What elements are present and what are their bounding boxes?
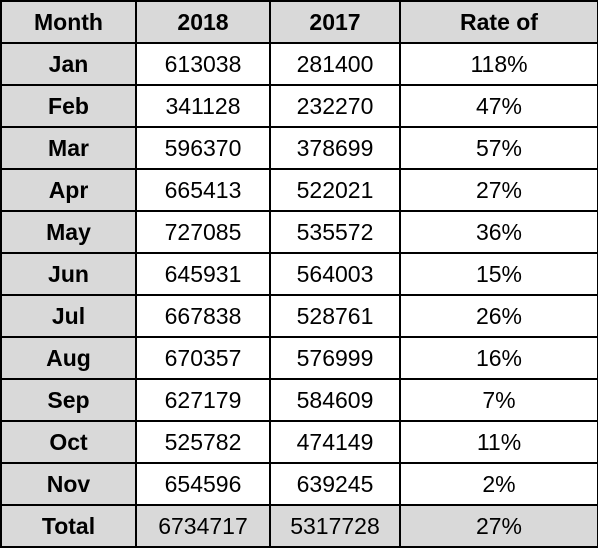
value-2017-cell: 232270 bbox=[269, 84, 401, 128]
month-cell: Oct bbox=[0, 420, 137, 464]
month-cell: Jun bbox=[0, 252, 137, 296]
value-2017-cell: 378699 bbox=[269, 126, 401, 170]
rate-cell: 2% bbox=[399, 462, 598, 506]
rate-cell: 15% bbox=[399, 252, 598, 296]
total-label-cell: Total bbox=[0, 504, 137, 548]
table-row: Jun 645931 564003 15% bbox=[0, 252, 598, 296]
value-2017-cell: 576999 bbox=[269, 336, 401, 380]
value-2017-cell: 639245 bbox=[269, 462, 401, 506]
rate-cell: 26% bbox=[399, 294, 598, 338]
table-row: Jul 667838 528761 26% bbox=[0, 294, 598, 338]
header-rate: Rate of bbox=[399, 0, 598, 44]
value-2017-cell: 564003 bbox=[269, 252, 401, 296]
value-2017-cell: 535572 bbox=[269, 210, 401, 254]
rate-cell: 27% bbox=[399, 168, 598, 212]
header-2018: 2018 bbox=[135, 0, 271, 44]
value-2018-cell: 627179 bbox=[135, 378, 271, 422]
rate-cell: 118% bbox=[399, 42, 598, 86]
rate-cell: 11% bbox=[399, 420, 598, 464]
month-cell: Jan bbox=[0, 42, 137, 86]
value-2017-cell: 281400 bbox=[269, 42, 401, 86]
value-2018-cell: 525782 bbox=[135, 420, 271, 464]
value-2018-cell: 727085 bbox=[135, 210, 271, 254]
header-row: Month 2018 2017 Rate of bbox=[0, 0, 598, 44]
total-2018-cell: 6734717 bbox=[135, 504, 271, 548]
header-2017: 2017 bbox=[269, 0, 401, 44]
rate-cell: 47% bbox=[399, 84, 598, 128]
value-2017-cell: 522021 bbox=[269, 168, 401, 212]
rate-cell: 57% bbox=[399, 126, 598, 170]
table-row: Jan 613038 281400 118% bbox=[0, 42, 598, 86]
value-2018-cell: 596370 bbox=[135, 126, 271, 170]
value-2018-cell: 667838 bbox=[135, 294, 271, 338]
month-cell: Jul bbox=[0, 294, 137, 338]
value-2018-cell: 341128 bbox=[135, 84, 271, 128]
month-cell: May bbox=[0, 210, 137, 254]
rate-cell: 16% bbox=[399, 336, 598, 380]
header-month: Month bbox=[0, 0, 137, 44]
value-2018-cell: 665413 bbox=[135, 168, 271, 212]
table-row: Aug 670357 576999 16% bbox=[0, 336, 598, 380]
table-row: Apr 665413 522021 27% bbox=[0, 168, 598, 212]
value-2018-cell: 613038 bbox=[135, 42, 271, 86]
table-row: Sep 627179 584609 7% bbox=[0, 378, 598, 422]
month-cell: Feb bbox=[0, 84, 137, 128]
table-row: Feb 341128 232270 47% bbox=[0, 84, 598, 128]
total-2017-cell: 5317728 bbox=[269, 504, 401, 548]
table-row: Mar 596370 378699 57% bbox=[0, 126, 598, 170]
value-2017-cell: 528761 bbox=[269, 294, 401, 338]
month-cell: Nov bbox=[0, 462, 137, 506]
month-cell: Apr bbox=[0, 168, 137, 212]
value-2018-cell: 670357 bbox=[135, 336, 271, 380]
month-cell: Mar bbox=[0, 126, 137, 170]
rate-cell: 7% bbox=[399, 378, 598, 422]
table-row: May 727085 535572 36% bbox=[0, 210, 598, 254]
rate-cell: 36% bbox=[399, 210, 598, 254]
total-row: Total 6734717 5317728 27% bbox=[0, 504, 598, 548]
total-rate-cell: 27% bbox=[399, 504, 598, 548]
table-row: Nov 654596 639245 2% bbox=[0, 462, 598, 506]
value-2018-cell: 654596 bbox=[135, 462, 271, 506]
month-cell: Aug bbox=[0, 336, 137, 380]
value-2017-cell: 584609 bbox=[269, 378, 401, 422]
table-row: Oct 525782 474149 11% bbox=[0, 420, 598, 464]
month-cell: Sep bbox=[0, 378, 137, 422]
value-2018-cell: 645931 bbox=[135, 252, 271, 296]
value-2017-cell: 474149 bbox=[269, 420, 401, 464]
